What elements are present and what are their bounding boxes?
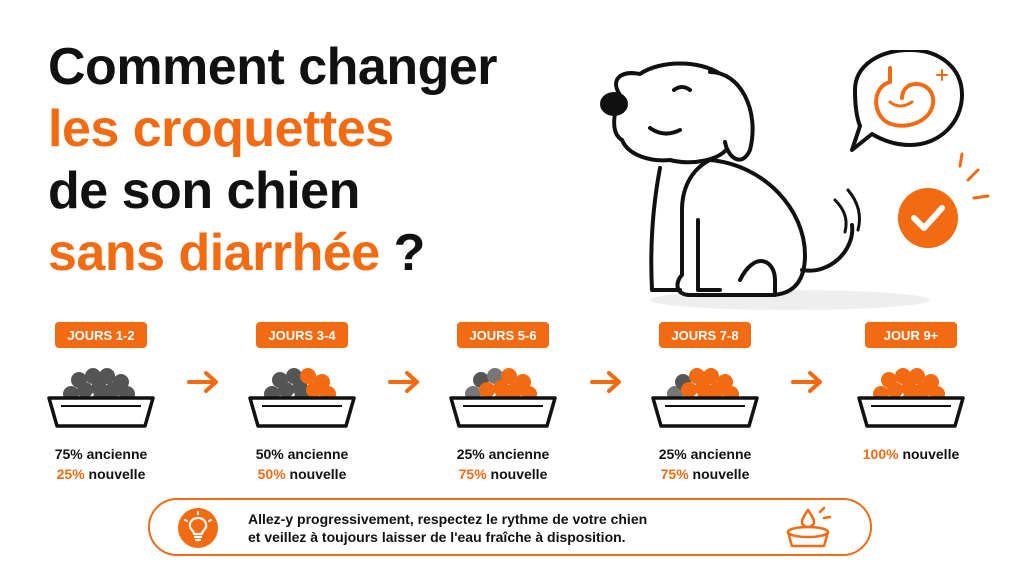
title-line-4: sans diarrhée ?: [48, 222, 497, 284]
step-badge: JOURS 5-6: [457, 322, 549, 348]
old-percent: 25%: [658, 446, 687, 462]
old-label: ancienne: [283, 446, 349, 462]
tip-line-2: et veillez à toujours laisser de l'eau f…: [248, 529, 626, 545]
ratio-text: 100% nouvelle: [836, 444, 986, 464]
bowl-icon: [449, 368, 557, 428]
arrow-right-icon: [187, 371, 218, 393]
tip-text: Allez-y progressivement, respectez le ry…: [248, 510, 647, 546]
old-label: ancienne: [686, 446, 752, 462]
bowl-icon: [47, 368, 155, 428]
ratio-text: 75% ancienne 25% nouvelle: [26, 444, 176, 484]
dog-illustration: [600, 50, 990, 310]
check-circle-icon: [898, 152, 990, 248]
new-label: nouvelle: [285, 466, 347, 482]
new-percent: 75%: [458, 466, 487, 482]
ratio-text: 25% ancienne 75% nouvelle: [630, 444, 780, 484]
new-label: nouvelle: [486, 466, 548, 482]
arrow-right-icon: [388, 371, 419, 393]
bowl-icon: [248, 368, 356, 428]
ratio-text: 25% ancienne 75% nouvelle: [428, 444, 578, 484]
arrow-right-icon: [791, 371, 822, 393]
step-4: JOURS 7-8 25% ancienne 75% nouvelle: [630, 322, 780, 484]
title-line-4-highlight: sans diarrhée: [48, 224, 380, 282]
step-2: JOURS 3-4 50% ancienne 50% nouvelle: [227, 322, 377, 484]
title-line-3: de son chien: [48, 162, 360, 220]
title-line-2: les croquettes: [48, 100, 394, 158]
bowl-icon: [857, 368, 965, 428]
step-1: JOURS 1-2 75% ancienne 25% nouvelle: [26, 322, 176, 484]
happy-stomach-icon: [850, 50, 964, 152]
step-badge: JOUR 9+: [865, 322, 957, 348]
title-line-1: Comment changer: [48, 38, 498, 96]
kibble-pile: [63, 368, 135, 406]
old-label: ancienne: [484, 446, 550, 462]
new-label: nouvelle: [898, 446, 960, 462]
step-3: JOURS 5-6 25% ancienne 75% nouvelle: [428, 322, 578, 484]
ratio-text: 50% ancienne 50% nouvelle: [227, 444, 377, 484]
lightbulb-icon: [178, 508, 218, 548]
step-badge: JOURS 1-2: [55, 322, 147, 348]
old-percent: 50%: [255, 446, 284, 462]
water-bowl-icon: [786, 506, 832, 548]
old-percent: 25%: [456, 446, 485, 462]
old-label: ancienne: [82, 446, 148, 462]
new-percent: 75%: [660, 466, 689, 482]
bowl-icon: [651, 368, 759, 428]
tip-line-1: Allez-y progressivement, respectez le ry…: [248, 511, 648, 527]
step-badge: JOURS 3-4: [256, 322, 348, 348]
step-badge: JOURS 7-8: [659, 322, 751, 348]
new-percent: 100%: [862, 446, 899, 462]
new-percent: 50%: [257, 466, 286, 482]
new-label: nouvelle: [84, 466, 146, 482]
arrow-right-icon: [590, 371, 621, 393]
page-title: Comment changer les croquettes de son ch…: [48, 36, 498, 284]
new-percent: 25%: [56, 466, 85, 482]
tip-banner: Allez-y progressivement, respectez le ry…: [148, 498, 872, 556]
step-5: JOUR 9+ 100% nouvelle: [836, 322, 986, 464]
kibble-pile: [264, 368, 336, 406]
title-question-mark: ?: [379, 224, 426, 282]
old-percent: 75%: [54, 446, 83, 462]
new-label: nouvelle: [688, 466, 750, 482]
